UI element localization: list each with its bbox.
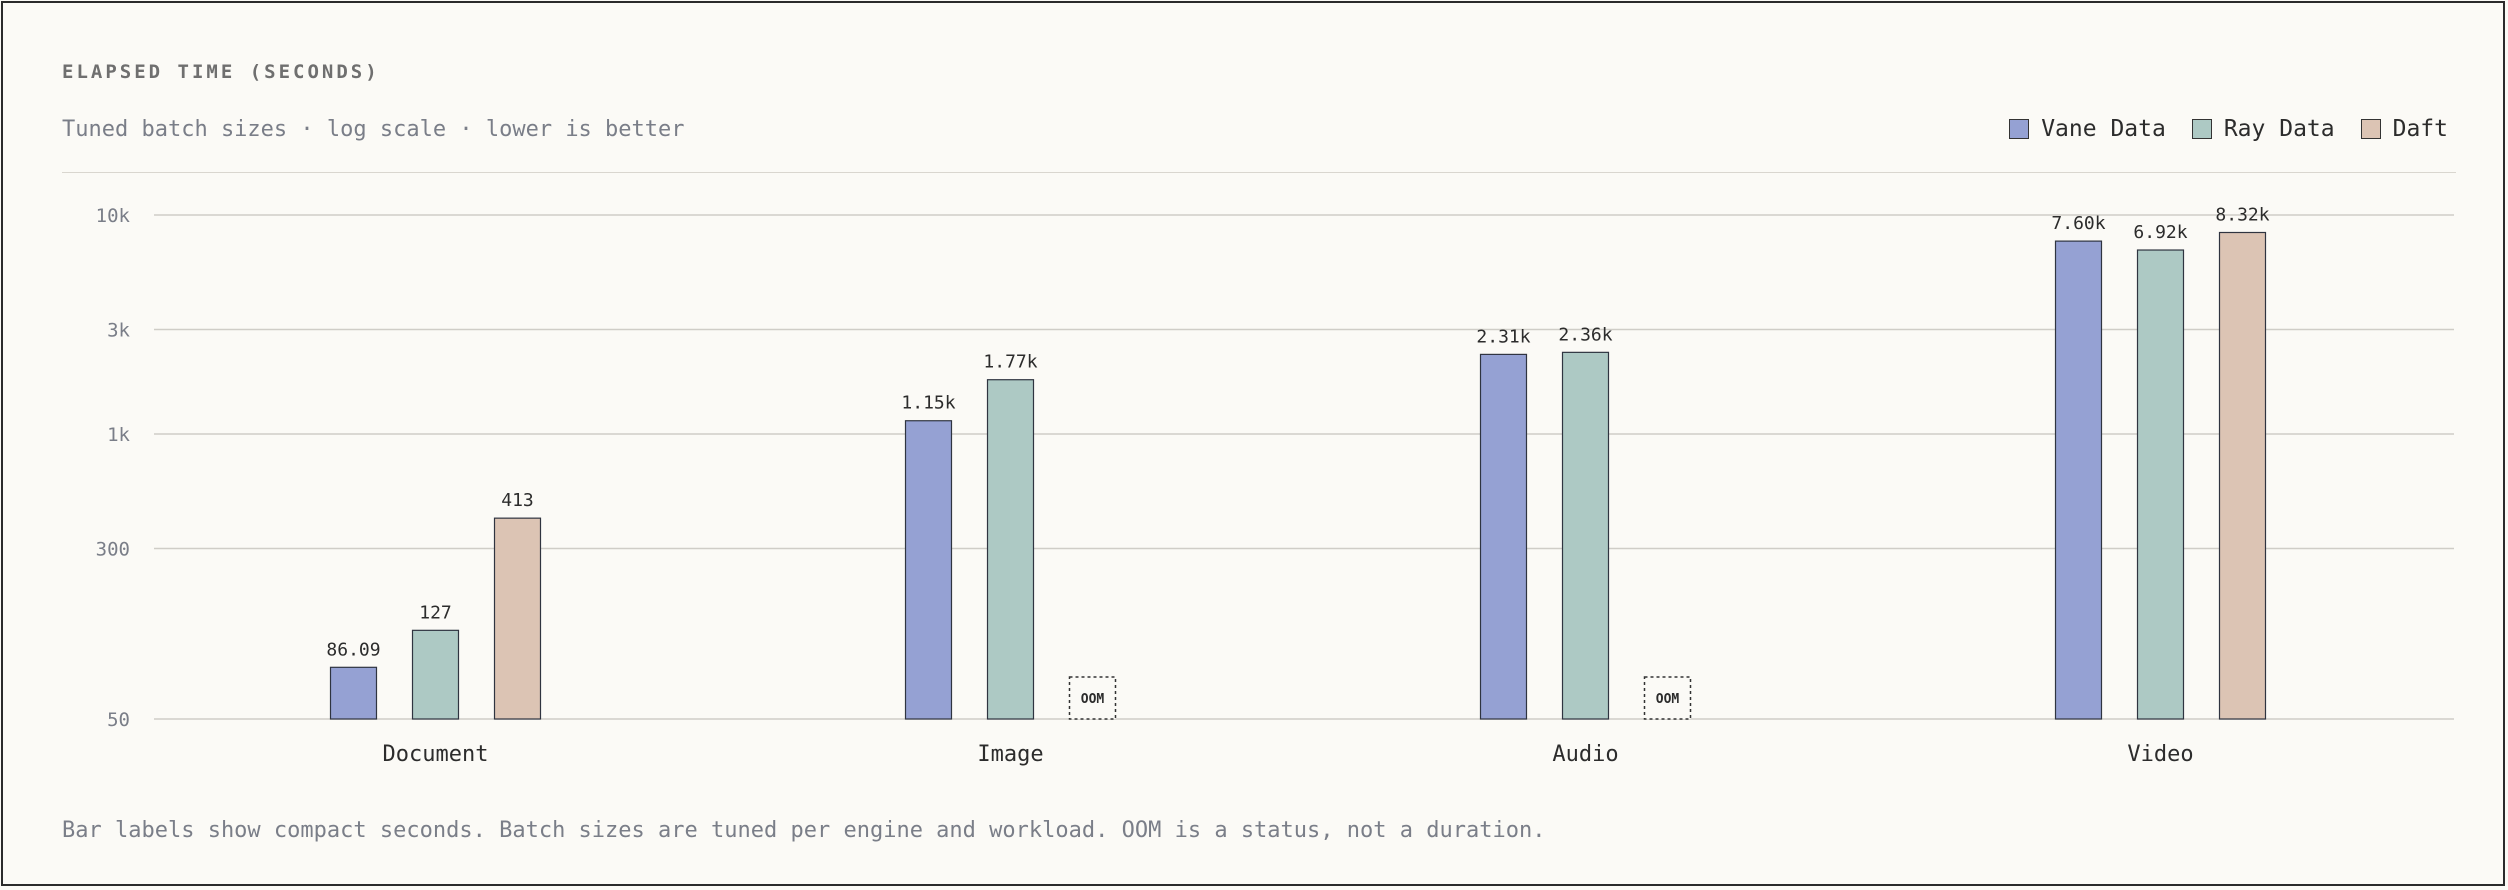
bar [986,379,1035,720]
bar-value-label: 8.32k [2215,204,2269,225]
chart-footnote: Bar labels show compact seconds. Batch s… [62,818,1546,843]
bar [2136,249,2185,720]
y-tick-label: 3k [107,320,130,342]
chart-subtitle: Tuned batch sizes · log scale · lower is… [62,117,685,142]
bar [493,517,542,720]
bar-value-label: 127 [419,602,452,623]
legend-label-daft: Daft [2392,116,2448,142]
legend-label-ray-data: Ray Data [2223,116,2335,142]
header-divider [62,172,2456,173]
bar [329,666,378,720]
legend-label-vane-data: Vane Data [2041,116,2166,142]
y-tick-label: 10k [96,205,131,227]
y-tick-label: 1k [107,424,130,446]
bar-value-label: 86.09 [326,639,380,660]
bar-value-label: 2.31k [1476,326,1530,347]
bar [2054,240,2103,720]
oom-label: OOM [1081,692,1105,707]
chart-legend: Vane Data Ray Data Daft [2009,116,2448,142]
bar [904,420,953,720]
bar-value-label: 413 [501,490,534,511]
bar [1479,353,1528,720]
bar [2218,231,2267,720]
bar [411,629,460,720]
y-tick-label: 50 [107,709,130,731]
x-category-label: Audio [1552,742,1618,767]
legend-swatch-ray-data [2191,119,2212,139]
legend-swatch-vane-data [2009,119,2030,139]
chart-title: ELAPSED TIME (SECONDS) [62,61,380,83]
bar-value-label: 2.36k [1558,324,1612,345]
oom-box [1643,676,1692,720]
x-category-label: Document [383,742,489,767]
legend-item-vane-data: Vane Data [2009,116,2166,142]
legend-swatch-daft [2360,119,2381,139]
y-tick-label: 300 [96,539,130,561]
x-category-label: Video [2127,742,2193,767]
bar [1561,351,1610,720]
bar-chart-plot: 50 300 1k 3k 10k 86.09 127 413 Document 1.15k 1.77… [96,204,2454,767]
x-category-label: Image [977,742,1043,767]
legend-item-ray-data: Ray Data [2191,116,2335,142]
legend-item-daft: Daft [2360,116,2448,142]
bar-value-label: 6.92k [2133,222,2187,243]
oom-box [1068,676,1117,720]
oom-label: OOM [1656,692,1680,707]
bar-value-label: 1.15k [901,393,955,414]
bar-value-label: 1.77k [983,352,1037,373]
bar-value-label: 7.60k [2051,213,2105,234]
